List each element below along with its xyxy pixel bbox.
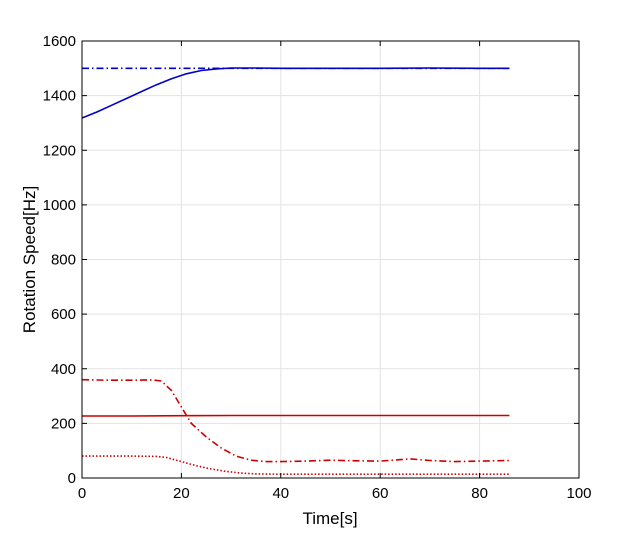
y-tick-label: 0 <box>68 470 76 487</box>
y-tick-label: 600 <box>51 306 76 323</box>
y-tick-label: 200 <box>51 415 76 432</box>
x-tick-label: 80 <box>471 485 488 502</box>
x-tick-label: 60 <box>372 485 389 502</box>
x-tick-label: 40 <box>272 485 289 502</box>
y-tick-label: 1400 <box>43 88 76 105</box>
y-axis-label: Rotation Speed[Hz] <box>20 186 39 333</box>
grid <box>82 41 579 478</box>
series-line-2 <box>81 67 510 119</box>
x-tick-label: 20 <box>173 485 190 502</box>
series-group <box>81 67 510 476</box>
y-tick-label: 400 <box>51 361 76 378</box>
x-tick-label: 100 <box>566 485 591 502</box>
series-line-4 <box>82 414 510 417</box>
y-tick-label: 800 <box>51 252 76 269</box>
y-tick-label: 1200 <box>43 142 76 159</box>
x-axis-label: Time[s] <box>302 509 357 528</box>
y-tick-label: 1000 <box>43 197 76 214</box>
series-line-3 <box>81 378 510 463</box>
y-tick-label: 1600 <box>43 33 76 50</box>
ticks: 0 20 40 60 80 1000200400600800100012001400160… <box>43 33 592 502</box>
x-tick-label: 0 <box>78 485 86 502</box>
